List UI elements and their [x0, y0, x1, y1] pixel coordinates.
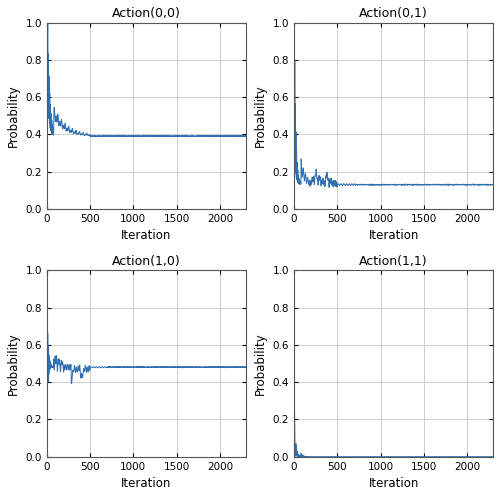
- X-axis label: Iteration: Iteration: [368, 229, 419, 242]
- X-axis label: Iteration: Iteration: [368, 477, 419, 490]
- X-axis label: Iteration: Iteration: [121, 229, 172, 242]
- Y-axis label: Probability: Probability: [254, 84, 267, 147]
- Title: Action(1,1): Action(1,1): [360, 255, 428, 268]
- Title: Action(0,0): Action(0,0): [112, 7, 181, 20]
- Title: Action(0,1): Action(0,1): [359, 7, 428, 20]
- Y-axis label: Probability: Probability: [254, 332, 267, 395]
- Y-axis label: Probability: Probability: [7, 84, 20, 147]
- Y-axis label: Probability: Probability: [7, 332, 20, 395]
- X-axis label: Iteration: Iteration: [121, 477, 172, 490]
- Title: Action(1,0): Action(1,0): [112, 255, 180, 268]
